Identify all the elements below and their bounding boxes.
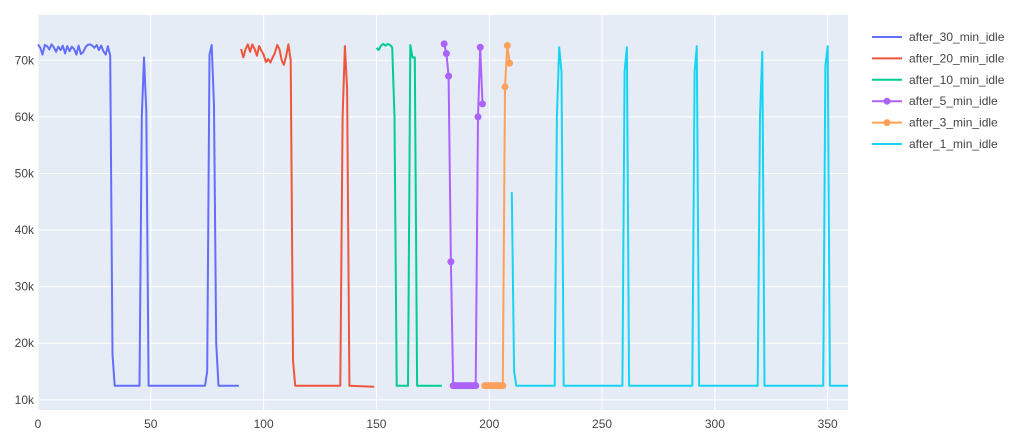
legend-label: after_10_min_idle	[909, 73, 1005, 87]
data-point	[506, 59, 514, 67]
legend[interactable]: after_30_min_idle after_20_min_idle after_…	[872, 30, 1005, 151]
legend-item[interactable]: after_10_min_idle	[872, 73, 1005, 87]
x-tick-label: 50	[144, 417, 158, 431]
gridlines	[37, 15, 848, 410]
x-tick-label: 100	[254, 417, 274, 431]
x-axis: 0 50 100 150 200 250 300 350	[35, 417, 838, 431]
legend-item[interactable]: after_1_min_idle	[872, 137, 998, 151]
data-point	[440, 40, 448, 48]
x-tick-label: 150	[366, 417, 386, 431]
x-tick-label: 0	[35, 417, 42, 431]
series-after_10_min_idle	[375, 42, 442, 387]
legend-label: after_20_min_idle	[909, 51, 1005, 65]
data-point	[445, 72, 453, 80]
plot-background	[38, 15, 848, 410]
data-point	[476, 43, 484, 51]
series-after_20_min_idle	[240, 43, 375, 388]
data-point	[499, 382, 507, 390]
legend-marker	[883, 97, 891, 105]
x-tick-label: 300	[705, 417, 725, 431]
series-after_3_min_idle	[481, 42, 514, 390]
legend-item[interactable]: after_5_min_idle	[872, 94, 998, 108]
y-tick-label: 10k	[15, 393, 35, 407]
y-axis: 10k 20k 30k 40k 50k 60k 70k	[15, 53, 35, 407]
legend-item[interactable]: after_3_min_idle	[872, 116, 998, 130]
y-tick-label: 20k	[15, 336, 35, 350]
series-line	[240, 43, 375, 388]
y-tick-label: 60k	[15, 110, 35, 124]
legend-label: after_5_min_idle	[909, 94, 998, 108]
y-tick-label: 40k	[15, 223, 35, 237]
series-after_5_min_idle	[440, 40, 486, 390]
legend-marker	[883, 119, 891, 127]
series-line	[510, 45, 848, 387]
data-point	[472, 382, 480, 390]
data-point	[501, 83, 509, 91]
plot-area	[37, 40, 848, 390]
series-line	[375, 42, 442, 387]
y-tick-label: 50k	[15, 166, 35, 180]
series-after_30_min_idle	[37, 43, 239, 387]
legend-label: after_30_min_idle	[909, 30, 1005, 44]
data-point	[478, 100, 486, 108]
y-tick-label: 70k	[15, 53, 35, 67]
legend-label: after_3_min_idle	[909, 116, 998, 130]
x-tick-label: 350	[818, 417, 838, 431]
x-tick-label: 250	[592, 417, 612, 431]
series-after_1_min_idle	[510, 45, 848, 387]
data-point	[447, 258, 455, 266]
x-tick-label: 200	[479, 417, 499, 431]
data-point	[474, 113, 482, 121]
data-point	[503, 42, 511, 50]
legend-item[interactable]: after_30_min_idle	[872, 30, 1005, 44]
data-point	[442, 49, 450, 57]
legend-label: after_1_min_idle	[909, 137, 998, 151]
series-line	[37, 43, 239, 387]
legend-item[interactable]: after_20_min_idle	[872, 51, 1005, 65]
y-tick-label: 30k	[15, 280, 35, 294]
